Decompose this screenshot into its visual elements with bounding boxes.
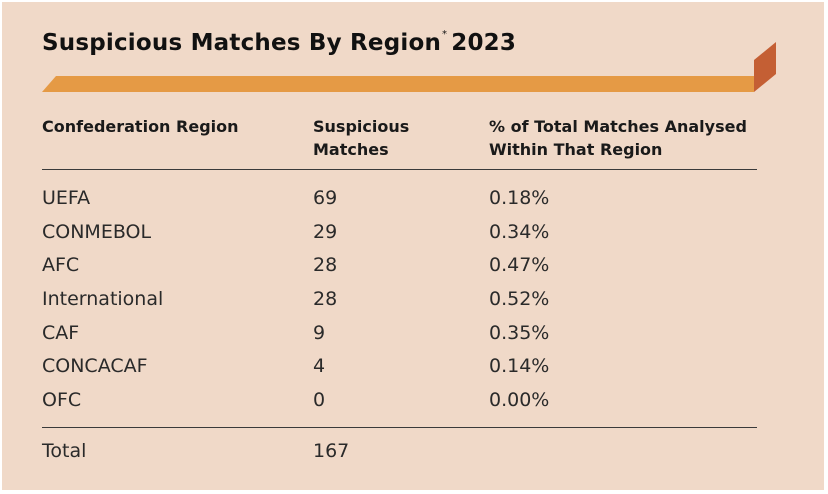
header-percent: % of Total Matches Analysed Within That … — [489, 115, 747, 161]
table-body: UEFA 69 0.18% CONMEBOL 29 0.34% AFC 28 0… — [2, 183, 824, 419]
cell-percent: 0.47% — [489, 254, 550, 277]
header-region: Confederation Region — [42, 115, 239, 138]
cell-matches: 69 — [313, 187, 338, 209]
cell-region: UEFA — [42, 187, 91, 209]
cell-matches: 28 — [313, 254, 338, 277]
header-matches-line-2: Matches — [313, 140, 389, 159]
table-row: AFC 28 0.47% — [2, 250, 824, 284]
table-row: CAF 9 0.35% — [2, 318, 824, 352]
cell-matches: 28 — [313, 288, 338, 311]
header-percent-line-2: Within That Region — [489, 140, 663, 159]
cell-percent: 0.35% — [489, 321, 550, 344]
cell-region: CONCACAF — [42, 355, 148, 378]
cell-percent: 0.34% — [489, 220, 550, 243]
cell-region: CAF — [42, 321, 80, 344]
header-divider — [42, 169, 757, 170]
table-row: CONMEBOL 29 0.34% — [2, 217, 824, 251]
cell-percent: 0.00% — [489, 389, 550, 412]
title-year: 2023 — [451, 30, 517, 56]
cell-percent: 0.18% — [489, 187, 550, 209]
table-row: UEFA 69 0.18% — [2, 183, 824, 217]
cell-matches: 29 — [313, 220, 338, 243]
cell-percent: 0.14% — [489, 355, 550, 378]
cell-region: OFC — [42, 389, 82, 412]
cell-percent: 0.52% — [489, 288, 550, 311]
header-matches-line-1: Suspicious — [313, 117, 410, 136]
cell-region: AFC — [42, 254, 80, 277]
table-row: OFC 0 0.00% — [2, 385, 824, 419]
cell-region: CONMEBOL — [42, 220, 152, 243]
page-title: Suspicious Matches By Region* 2023 — [42, 29, 517, 56]
header-matches: Suspicious Matches — [313, 115, 409, 161]
table-row: International 28 0.52% — [2, 284, 824, 318]
cell-region: International — [42, 288, 164, 311]
title-text: Suspicious Matches By Region — [42, 30, 442, 56]
title-ribbon — [42, 42, 776, 92]
table-row: CONCACAF 4 0.14% — [2, 351, 824, 385]
total-matches: 167 — [313, 440, 350, 462]
total-label: Total — [42, 440, 87, 462]
cell-matches: 0 — [313, 389, 326, 412]
header-percent-line-1: % of Total Matches Analysed — [489, 117, 747, 136]
ribbon-fold — [754, 42, 776, 92]
ribbon-band — [42, 76, 754, 92]
total-divider — [42, 427, 757, 428]
cell-matches: 4 — [313, 355, 326, 378]
header-region-line-1: Confederation Region — [42, 117, 239, 136]
title-footnote-mark: * — [442, 29, 448, 40]
cell-matches: 9 — [313, 321, 326, 344]
